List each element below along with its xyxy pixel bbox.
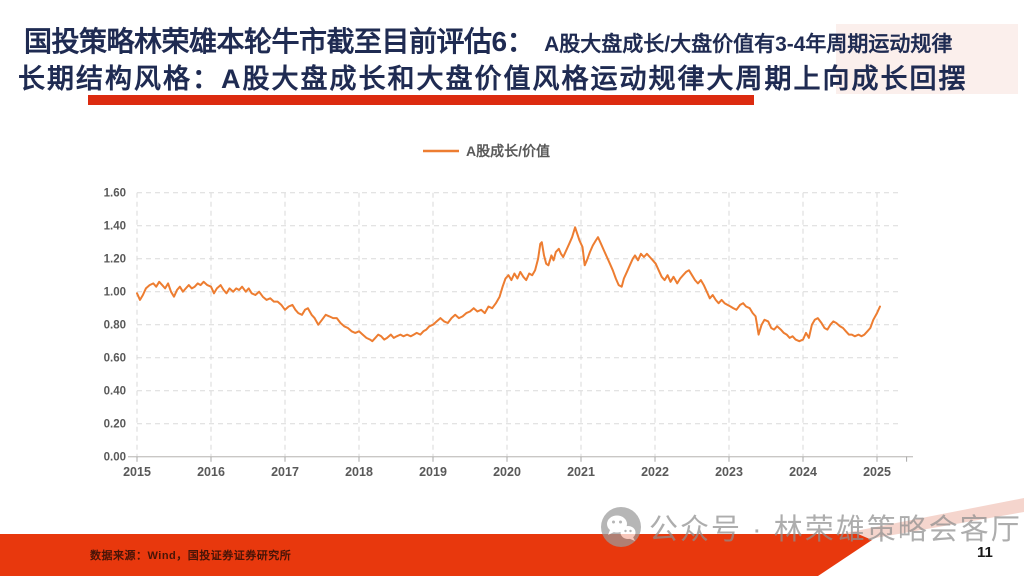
footer-decoration <box>0 498 1024 576</box>
y-tick-label: 1.40 <box>104 221 126 233</box>
y-tick-label: 0.00 <box>104 452 126 464</box>
y-tick-label: 0.20 <box>104 419 126 431</box>
data-source-text: 数据来源：Wind，国投证券证券研究所 <box>90 550 292 562</box>
x-tick-label: 2025 <box>863 465 891 479</box>
x-tick-label: 2015 <box>123 465 151 479</box>
footer-pale-stripe <box>840 498 1024 541</box>
x-tick-label: 2022 <box>641 465 669 479</box>
growth-value-ratio-chart: 0.00 0.20 0.40 0.60 0.80 1.00 1.20 1.40 1.60 2015… <box>85 135 930 495</box>
y-tick-label: 1.00 <box>104 287 126 299</box>
x-tick-label: 2021 <box>567 465 595 479</box>
footer-red-band <box>0 534 872 576</box>
x-tick-label: 2024 <box>789 465 817 479</box>
title-line-2: 长期结构风格：A股大盘成长和大盘价值风格运动规律大周期上向成长回摆 <box>18 64 968 94</box>
title-line1-sub: A股大盘成长/大盘价值有3-4年周期运动规律 <box>544 33 953 56</box>
x-tick-label: 2018 <box>345 465 373 479</box>
y-tick-label: 1.20 <box>104 254 126 266</box>
x-tick-label: 2019 <box>419 465 447 479</box>
title-underline-bar <box>88 95 754 105</box>
chart-svg: 0.00 0.20 0.40 0.60 0.80 1.00 1.20 1.40 1.60 2015… <box>104 143 913 479</box>
x-tick-label: 2016 <box>197 465 225 479</box>
title-line1-main: 国投策略林荣雄本轮牛市截至目前评估6： <box>24 26 535 57</box>
watermark-text: 公众号 · 林荣雄策略会客厅 <box>649 514 1022 546</box>
y-tick-label: 0.80 <box>104 320 126 332</box>
x-tick-label: 2023 <box>715 465 743 479</box>
watermark: 公众号 · 林荣雄策略会客厅 <box>600 506 1022 548</box>
x-tick-label: 2017 <box>271 465 299 479</box>
y-tick-label: 1.60 <box>104 188 126 200</box>
page-number: 11 <box>977 544 993 561</box>
pink-highlight <box>836 24 1018 94</box>
wechat-icon <box>601 507 641 547</box>
title-line-1: 国投策略林荣雄本轮牛市截至目前评估6： A股大盘成长/大盘价值有3-4年周期运动规… <box>24 20 952 60</box>
series-line <box>136 226 881 343</box>
y-tick-label: 0.60 <box>104 353 126 365</box>
legend-label: A股成长/价值 <box>466 143 550 159</box>
x-tick-label: 2020 <box>493 465 521 479</box>
y-tick-label: 0.40 <box>104 386 126 398</box>
